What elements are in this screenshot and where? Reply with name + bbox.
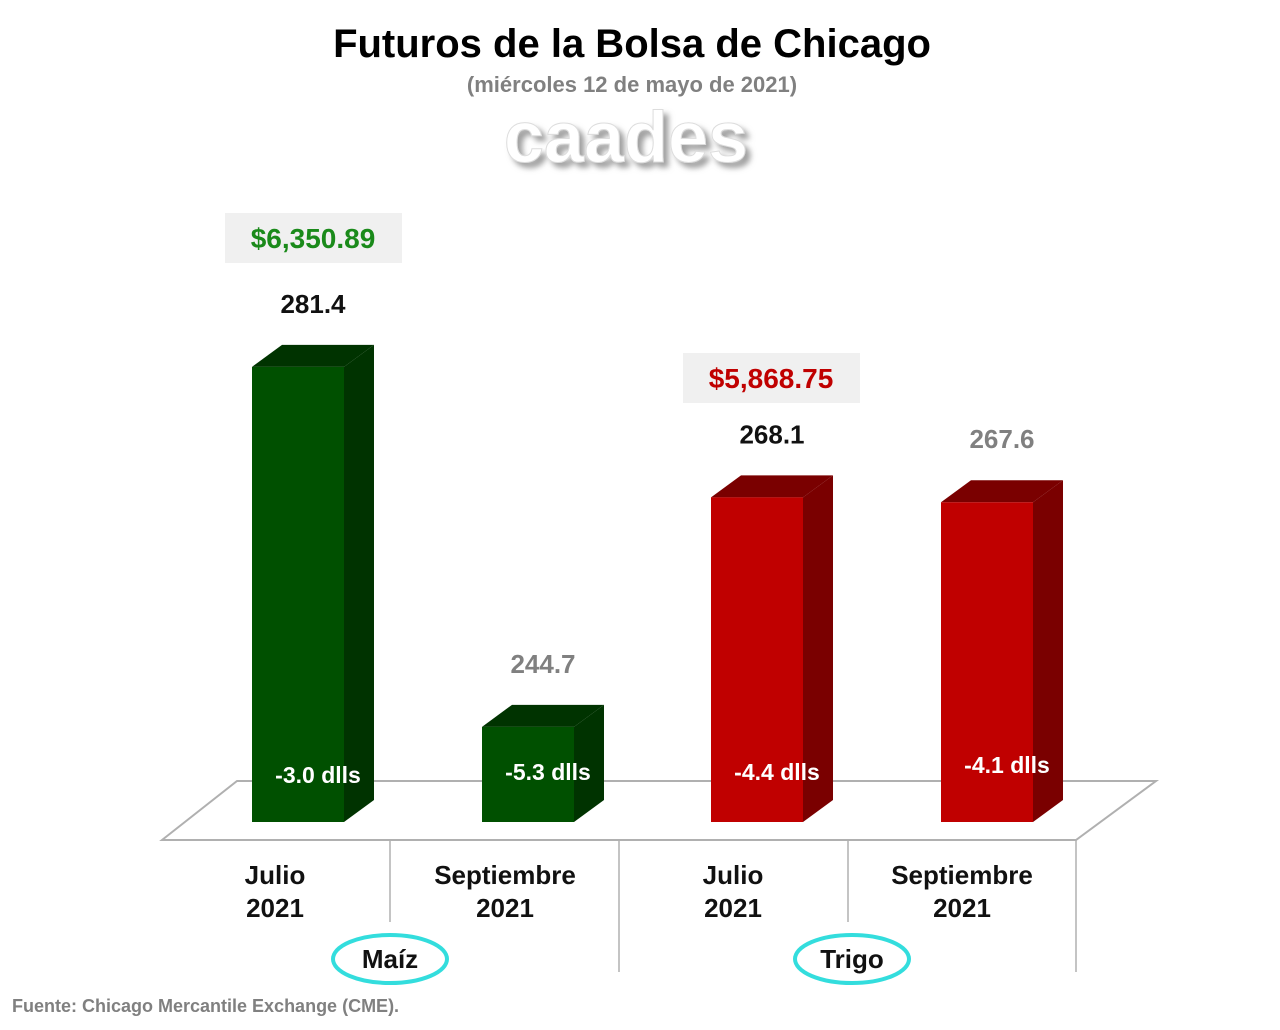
group-oval	[331, 933, 449, 985]
price-label: $5,868.75	[709, 363, 834, 394]
value-label: 267.6	[969, 424, 1034, 454]
axis-dividers	[389, 840, 1077, 972]
chart-floor	[159, 780, 1160, 841]
bar-3	[941, 480, 1063, 822]
change-label: -4.4 dlls	[734, 759, 820, 785]
source-note: Fuente: Chicago Mercantile Exchange (CME…	[12, 996, 399, 1016]
category-label: 2021	[933, 893, 991, 923]
chart-subtitle: (miércoles 12 de mayo de 2021)	[467, 72, 797, 97]
category-label: 2021	[704, 893, 762, 923]
category-label: 2021	[246, 893, 304, 923]
bar-side	[803, 475, 833, 822]
category-label: Septiembre	[434, 860, 576, 890]
price-label: $6,350.89	[251, 223, 376, 254]
category-label: Julio	[245, 860, 306, 890]
value-label: 281.4	[280, 289, 346, 319]
bar-top	[941, 480, 1063, 503]
category-label: 2021	[476, 893, 534, 923]
change-label: -5.3 dlls	[505, 759, 591, 785]
chart-title: Futuros de la Bolsa de Chicago	[333, 22, 931, 66]
bars	[252, 344, 1063, 822]
caades-logo: caades	[503, 98, 748, 179]
bar-front	[941, 502, 1033, 822]
group-oval	[793, 933, 911, 985]
bar-top	[252, 344, 374, 367]
bar-side	[344, 344, 374, 822]
value-label: 244.7	[510, 649, 575, 679]
value-label: 268.1	[739, 419, 804, 449]
bar-front	[711, 497, 803, 822]
price-box	[683, 353, 860, 403]
logo-text: caades	[504, 98, 748, 178]
bar-1	[482, 704, 604, 822]
change-label: -4.1 dlls	[964, 752, 1050, 778]
bar-side	[1033, 480, 1063, 822]
bar-top	[711, 475, 833, 498]
bar-front	[252, 366, 344, 822]
group-label: Maíz	[362, 944, 418, 974]
price-box	[225, 213, 402, 263]
bar-side	[574, 704, 604, 822]
group-label: Trigo	[820, 944, 884, 974]
bar-front	[482, 726, 574, 822]
bar-top	[482, 704, 604, 727]
category-label: Julio	[703, 860, 764, 890]
bar-2	[711, 475, 833, 822]
bar-0	[252, 344, 374, 822]
change-label: -3.0 dlls	[275, 762, 361, 788]
category-label: Septiembre	[891, 860, 1033, 890]
